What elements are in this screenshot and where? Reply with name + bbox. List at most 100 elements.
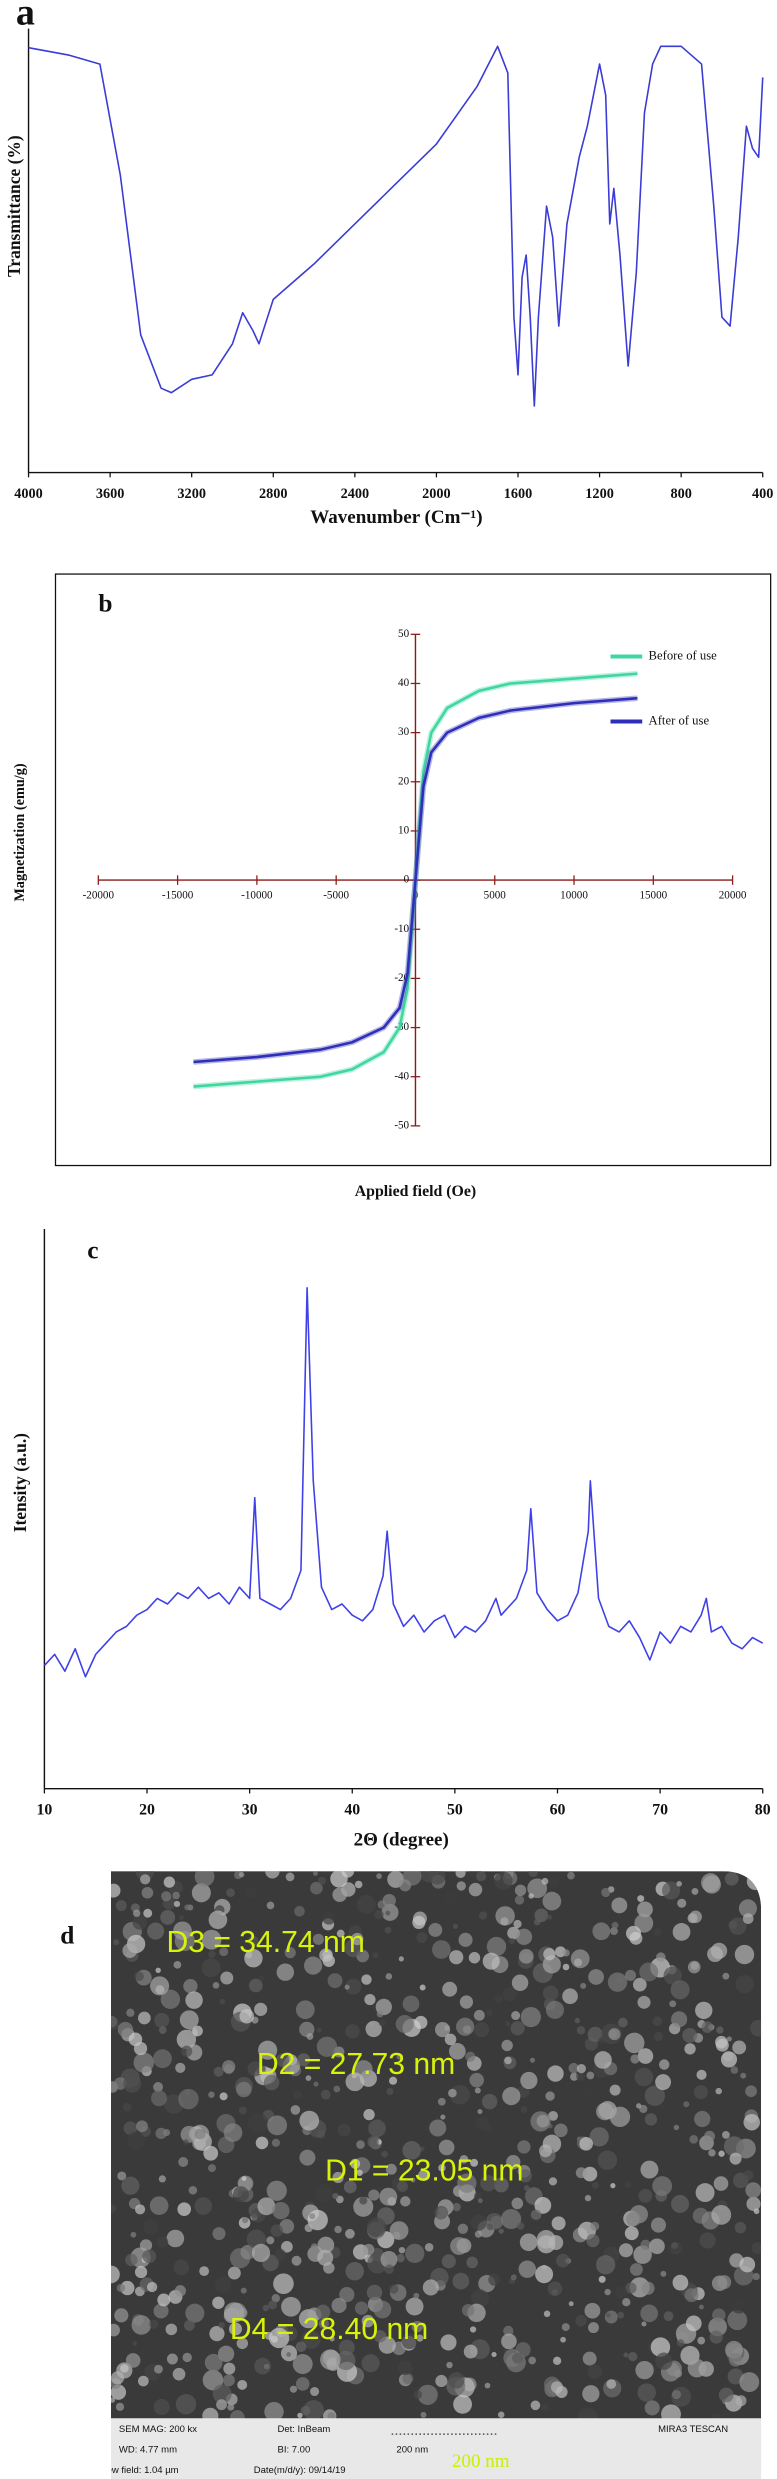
sem-grain (717, 2275, 732, 2290)
sem-grain (266, 2180, 287, 2201)
sem-grain (682, 2028, 698, 2043)
sem-grain (637, 2383, 656, 2402)
x-tick-label: 1600 (504, 486, 533, 502)
sem-grain (345, 1978, 362, 1995)
sem-grain (750, 2019, 762, 2037)
sem-grain (554, 2123, 568, 2138)
sem-grain (120, 2364, 129, 2373)
sem-grain (382, 1893, 396, 1908)
sem-grain (488, 2273, 501, 2286)
sem-grain (529, 2057, 536, 2063)
sem-grain (238, 2106, 247, 2115)
panel-label: b (98, 590, 112, 618)
sem-grain (281, 2240, 293, 2253)
sem-grain (114, 2308, 129, 2323)
sem-grain (536, 2230, 556, 2249)
sem-grain (743, 2113, 760, 2131)
info-text: View field: 1.04 µm (98, 2465, 178, 2476)
sem-grain (473, 2009, 485, 2021)
x-tick-label: 1200 (585, 486, 614, 502)
sem-grain (111, 2204, 117, 2213)
x-tick-label: 30 (242, 1802, 258, 1819)
x-tick-label: 2400 (341, 486, 370, 502)
sem-grain (268, 2300, 278, 2310)
sem-grain (361, 2354, 380, 2373)
sem-grain (562, 1988, 578, 2005)
sem-grain (739, 2372, 760, 2392)
sem-grain (743, 2170, 754, 2181)
sem-grain (698, 2304, 704, 2310)
sem-grain (662, 1881, 681, 1900)
sem-grain (368, 2119, 386, 2138)
sem-grain (634, 1913, 654, 1933)
x-tick-label: -15000 (162, 890, 194, 902)
sem-grain (560, 2336, 566, 2343)
sem-grain (204, 2353, 223, 2372)
sem-grain (448, 2088, 457, 2098)
sem-grain (136, 2120, 148, 2133)
sem-grain (671, 2194, 690, 2213)
sem-grain (240, 2244, 256, 2260)
x-tick-label: 5000 (484, 890, 507, 902)
sem-grain (313, 2081, 319, 2087)
sem-grain (452, 2272, 470, 2290)
sem-grain (589, 2127, 609, 2147)
sem-grain (354, 1880, 363, 1889)
y-tick-label: -10 (394, 923, 409, 935)
sem-grain (693, 2085, 708, 2100)
sem-grain (264, 2402, 284, 2422)
sem-grain (143, 1908, 153, 1918)
sem-grain (722, 2131, 730, 2139)
sem-grain (520, 2071, 538, 2090)
sem-grain (683, 2101, 690, 2108)
sem-grain (547, 1914, 553, 1920)
sem-grain (265, 1871, 280, 1879)
sem-grain (295, 2377, 310, 2391)
sem-grain (604, 2288, 611, 2296)
sem-grain (194, 2128, 206, 2140)
sem-grain (322, 1910, 336, 1925)
sem-grain (272, 2201, 290, 2220)
sem-grain (212, 1982, 220, 1989)
info-bar (111, 2418, 762, 2479)
sem-grain (629, 2263, 643, 2276)
sem-grain (366, 2217, 387, 2238)
sem-grain (639, 1962, 659, 1982)
sem-grain (609, 2106, 631, 2128)
sem-grain (459, 2154, 469, 2164)
sem-grain (469, 2072, 484, 2088)
sem-grain (576, 2026, 586, 2035)
sem-grain (618, 2017, 628, 2028)
sem-grain (310, 1881, 323, 1895)
sem-grain (498, 2411, 505, 2418)
sem-grain (633, 2245, 652, 2264)
sem-grain (133, 2052, 154, 2073)
sem-grain (701, 2021, 714, 2033)
sem-grain (216, 2399, 227, 2411)
sem-grain (450, 2237, 469, 2255)
sem-grain (530, 2111, 551, 2132)
sem-grain (336, 1929, 345, 1938)
sem-grain (417, 2384, 438, 2405)
sem-grain (223, 2123, 243, 2142)
sem-grain (584, 2302, 601, 2319)
sem-grain (142, 2249, 157, 2264)
sem-grain (310, 2386, 320, 2397)
sem-grain (185, 1991, 203, 2009)
sem-grain (315, 2184, 334, 2203)
sem-grain (634, 2067, 654, 2087)
sem-grain (723, 2136, 744, 2157)
sem-grain (178, 2088, 199, 2110)
sem-grain (610, 1927, 618, 1936)
sem-grain (695, 2001, 713, 2020)
sem-grain (398, 1956, 404, 1962)
sem-grain (125, 2253, 138, 2267)
sem-grain (461, 2303, 475, 2317)
sem-grain (244, 1948, 263, 1968)
sem-grain (636, 2103, 642, 2109)
sem-grain (660, 2270, 667, 2277)
sem-grain (194, 1871, 215, 1887)
sem-grain (623, 2352, 629, 2358)
sem-grain (290, 2105, 301, 2115)
